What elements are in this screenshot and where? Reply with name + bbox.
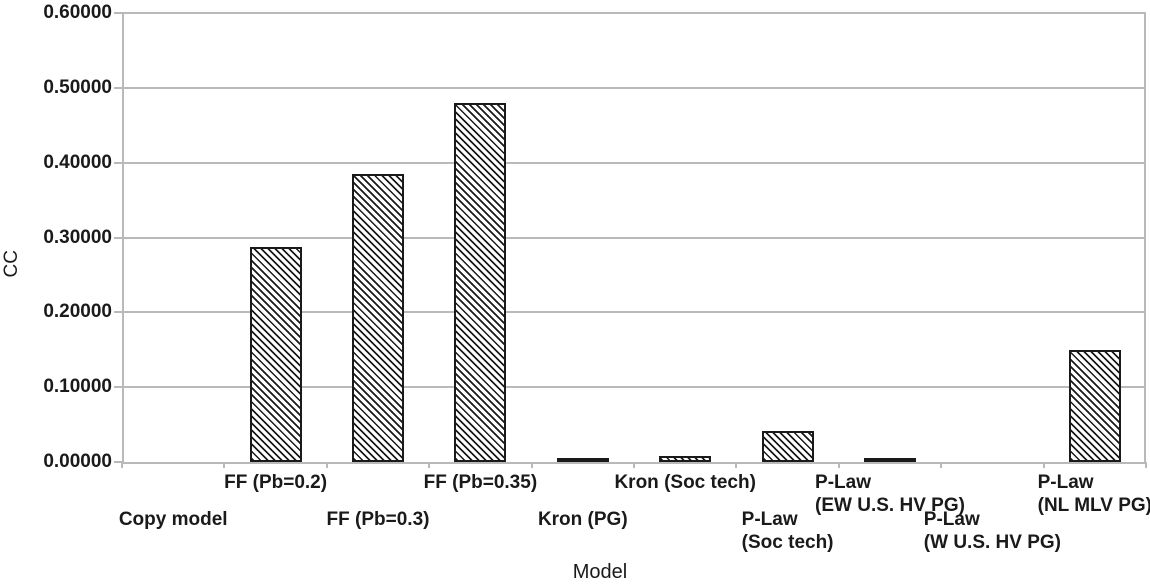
x-category-label-ff-pb-0-35: FF (Pb=0.35) bbox=[424, 471, 538, 494]
x-tick-mark bbox=[428, 462, 431, 468]
x-category-label-line: P-Law bbox=[923, 509, 980, 530]
x-category-label-p-law-w-u-s-hv-pg: P-Law (W U.S. HV PG) bbox=[924, 508, 1061, 554]
x-tick-mark bbox=[223, 462, 226, 468]
bar-kron-pg bbox=[556, 458, 609, 462]
y-tick-mark bbox=[114, 86, 122, 89]
x-category-label-kron-pg: Kron (PG) bbox=[538, 508, 628, 531]
x-tick-mark bbox=[837, 462, 840, 468]
x-axis-title: Model bbox=[572, 561, 628, 583]
x-category-label-line: FF (Pb=0.3) bbox=[326, 509, 430, 530]
x-category-label-line: (Soc tech) bbox=[741, 532, 834, 553]
x-category-label-line: P-Law bbox=[1037, 472, 1094, 493]
x-category-label-line: P-Law bbox=[815, 472, 871, 493]
x-category-label-p-law-nl-mlv-pg: P-Law (NL MLV PG) bbox=[1038, 471, 1150, 517]
y-tick-mark bbox=[114, 236, 122, 239]
x-category-label-line: (W U.S. HV PG) bbox=[923, 532, 1062, 553]
x-category-label-line: FF (Pb=0.35) bbox=[423, 472, 538, 493]
y-axis-line bbox=[122, 13, 124, 462]
y-tick-mark bbox=[114, 12, 122, 14]
x-category-label-ff-pb-0-3: FF (Pb=0.3) bbox=[327, 508, 430, 531]
plot-right-border bbox=[1144, 13, 1146, 462]
x-category-label-line: (EW U.S. HV PG) bbox=[815, 495, 965, 516]
gridline-0.50000 bbox=[122, 86, 1146, 89]
bar-ff-pb-0-35 bbox=[454, 103, 507, 462]
y-tick-label: 0.50000 bbox=[43, 76, 112, 98]
y-tick-mark bbox=[114, 311, 122, 314]
bar-ff-pb-0-3 bbox=[352, 174, 404, 462]
x-category-label-p-law-soc-tech: P-Law (Soc tech) bbox=[742, 508, 834, 554]
x-tick-mark bbox=[735, 462, 738, 468]
x-category-label-line: Kron (Soc tech) bbox=[614, 472, 756, 493]
x-tick-mark bbox=[633, 462, 635, 468]
x-tick-mark bbox=[121, 462, 123, 468]
y-tick-label: 0.10000 bbox=[43, 376, 112, 398]
x-tick-mark bbox=[530, 462, 533, 468]
gridline-0.10000 bbox=[122, 386, 1146, 389]
x-category-label-line: Copy model bbox=[118, 509, 228, 530]
x-category-label-line: (NL MLV PG) bbox=[1037, 495, 1150, 516]
gridline-0.30000 bbox=[122, 236, 1146, 239]
y-tick-mark bbox=[114, 461, 122, 463]
bar-kron-soc-tech bbox=[659, 456, 712, 462]
y-tick-mark bbox=[114, 161, 122, 164]
y-tick-label: 0.40000 bbox=[43, 151, 112, 173]
y-tick-label: 0.30000 bbox=[43, 226, 112, 248]
y-tick-label: 0.60000 bbox=[43, 2, 112, 23]
x-tick-mark bbox=[1042, 462, 1045, 468]
x-category-label-p-law-ew-u-s-hv-pg: P-Law (EW U.S. HV PG) bbox=[815, 471, 965, 517]
x-category-label-line: Kron (PG) bbox=[537, 509, 628, 530]
x-tick-mark bbox=[940, 462, 943, 468]
x-category-label-copy-model: Copy model bbox=[119, 508, 228, 531]
x-tick-mark bbox=[325, 462, 328, 468]
bar-p-law-ew-u-s-hv-pg bbox=[864, 458, 916, 462]
x-category-label-line: FF (Pb=0.2) bbox=[224, 472, 328, 493]
gridline-0.60000 bbox=[122, 12, 1146, 14]
gridline-0.20000 bbox=[122, 311, 1146, 314]
bar-ff-pb-0-2 bbox=[249, 247, 302, 462]
x-category-label-line: P-Law bbox=[741, 509, 798, 530]
x-category-label-ff-pb-0-2: FF (Pb=0.2) bbox=[224, 471, 327, 494]
bar-p-law-nl-mlv-pg bbox=[1068, 350, 1121, 462]
plot-area bbox=[122, 12, 1146, 464]
x-category-label-kron-soc-tech: Kron (Soc tech) bbox=[614, 471, 755, 494]
y-tick-mark bbox=[114, 386, 122, 389]
bar-p-law-soc-tech bbox=[761, 431, 814, 462]
x-tick-mark bbox=[1145, 462, 1147, 468]
y-tick-label: 0.00000 bbox=[43, 451, 112, 472]
y-tick-label: 0.20000 bbox=[43, 301, 112, 323]
gridline-0.40000 bbox=[122, 161, 1146, 164]
y-axis-title: CC bbox=[1, 250, 22, 278]
